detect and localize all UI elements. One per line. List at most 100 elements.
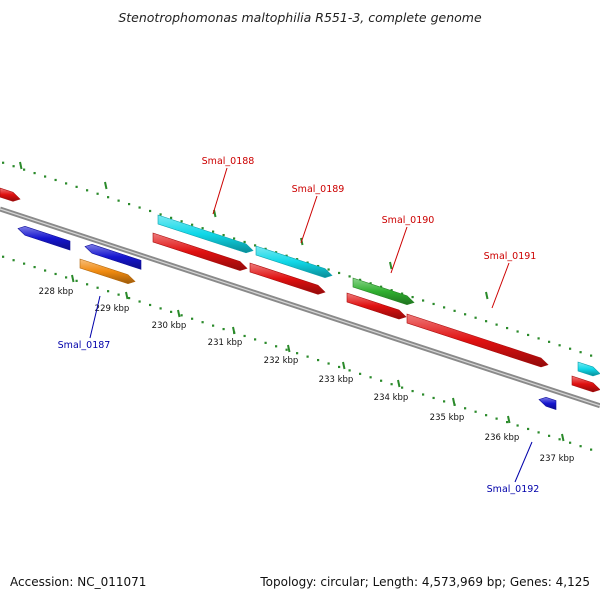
outer-ruler-dot — [359, 278, 362, 281]
outer-ruler-dot — [128, 202, 131, 206]
outer-ruler-dot — [527, 333, 530, 337]
outer-ruler-dot — [495, 323, 498, 326]
inner-major-tick — [342, 361, 346, 370]
outer-ruler-dot — [254, 244, 257, 247]
inner-ruler-dot — [285, 348, 288, 351]
inner-ruler-dot — [2, 255, 5, 258]
outer-ruler-dot — [12, 165, 15, 168]
inner-ruler-dot — [12, 259, 15, 262]
inner-ruler-dot — [296, 352, 299, 355]
inner-ruler-dot — [33, 265, 36, 269]
inner-ruler-dot — [23, 262, 26, 265]
inner-ruler-dot — [264, 341, 267, 344]
outer-ruler-dot — [348, 275, 351, 278]
inner-ruler-dot — [380, 379, 383, 382]
outer-ruler-dot — [117, 199, 120, 202]
outer-ruler-dot — [65, 182, 68, 185]
inner-ruler-dot — [590, 448, 593, 451]
outer-ruler-dot — [201, 227, 204, 230]
map-title: Stenotrophomonas maltophilia R551-3, com… — [118, 10, 482, 25]
outer-ruler-dot — [222, 233, 225, 237]
inner-ruler-dot — [359, 372, 362, 375]
inner-ruler-dot — [306, 355, 309, 358]
outer-ruler-dot — [590, 354, 593, 357]
inner-ruler-dot — [516, 424, 519, 427]
outer-ruler-dot — [159, 213, 162, 216]
outer-ruler-dot — [338, 271, 341, 275]
gene-arrow-red — [152, 232, 248, 271]
inner-ruler-dot — [149, 303, 152, 307]
genome-backbone-highlight — [0, 208, 600, 407]
outer-ruler-dot — [44, 175, 47, 178]
inner-ruler-dot — [44, 269, 47, 272]
gene-arrow-green — [352, 277, 415, 306]
inner-major-tick — [287, 344, 291, 353]
outer-ruler-dot — [2, 161, 5, 164]
inner-ruler-dot — [254, 338, 257, 341]
inner-ruler-dot — [65, 276, 68, 279]
inner-ruler-dot — [54, 272, 57, 276]
outer-ruler-dot — [569, 347, 572, 350]
outer-ruler-dot — [411, 295, 414, 299]
gene-label-leader — [300, 195, 318, 244]
outer-major-tick — [389, 261, 393, 270]
inner-ruler-dot — [369, 376, 372, 379]
inner-ruler-dot — [527, 427, 530, 431]
inner-major-tick — [71, 274, 75, 283]
gene-label-leader — [390, 226, 408, 274]
gene-label-leader — [212, 167, 228, 215]
inner-ruler-dot — [170, 310, 173, 313]
accession-text: Accession: NC_011071 — [10, 575, 147, 589]
tick-label: 230 kbp — [152, 321, 187, 331]
tick-label: 228 kbp — [39, 287, 74, 297]
gene-label: Smal_0189 — [292, 184, 345, 195]
inner-major-tick — [507, 415, 511, 424]
outer-ruler-dot — [54, 178, 57, 182]
tick-label: 232 kbp — [264, 356, 299, 366]
gene-arrow-orange — [79, 258, 136, 285]
outer-ruler-dot — [380, 285, 383, 288]
inner-ruler-dot — [537, 431, 540, 434]
gene-arrow-blue — [17, 225, 71, 251]
inner-ruler-dot — [422, 393, 425, 396]
tick-label: 234 kbp — [374, 393, 409, 403]
outer-ruler-dot — [422, 299, 425, 302]
gene-label: Smal_0192 — [487, 484, 540, 495]
outer-ruler-dot — [537, 337, 540, 340]
inner-ruler-dot — [128, 296, 131, 300]
outer-ruler-dot — [464, 313, 467, 316]
gene-label: Smal_0191 — [484, 251, 537, 262]
outer-ruler-dot — [107, 196, 110, 199]
gene-arrow-cyan — [577, 361, 600, 377]
outer-ruler-dot — [233, 237, 236, 240]
outer-ruler-dot — [86, 189, 89, 192]
outer-ruler-dot — [369, 282, 372, 285]
gene-arrow-red — [346, 292, 407, 320]
gene-label-leader — [514, 441, 533, 483]
inner-ruler-dot — [474, 410, 477, 413]
inner-ruler-dot — [338, 365, 341, 369]
genome-summary-text: Topology: circular; Length: 4,573,969 bp… — [260, 575, 590, 589]
inner-ruler-dot — [569, 441, 572, 444]
inner-ruler-dot — [579, 445, 582, 448]
outer-ruler-dot — [579, 351, 582, 354]
inner-ruler-dot — [327, 362, 330, 365]
outer-major-tick — [19, 161, 23, 170]
inner-ruler-dot — [243, 334, 246, 338]
inner-major-tick — [397, 379, 401, 388]
inner-ruler-dot — [317, 358, 320, 362]
tick-label: 233 kbp — [319, 375, 354, 385]
inner-ruler-dot — [75, 279, 78, 282]
gene-label: Smal_0190 — [382, 215, 435, 226]
inner-ruler-dot — [495, 417, 498, 420]
outer-ruler-dot — [432, 302, 435, 306]
outer-major-tick — [485, 291, 489, 300]
inner-ruler-dot — [222, 327, 225, 331]
outer-ruler-dot — [180, 220, 183, 223]
gene-arrow-red — [0, 187, 21, 202]
outer-ruler-dot — [170, 216, 173, 219]
gene-arrow-blue — [538, 396, 557, 410]
inner-major-tick — [232, 326, 236, 335]
outer-ruler-dot — [149, 209, 152, 213]
inner-ruler-dot — [432, 396, 435, 400]
